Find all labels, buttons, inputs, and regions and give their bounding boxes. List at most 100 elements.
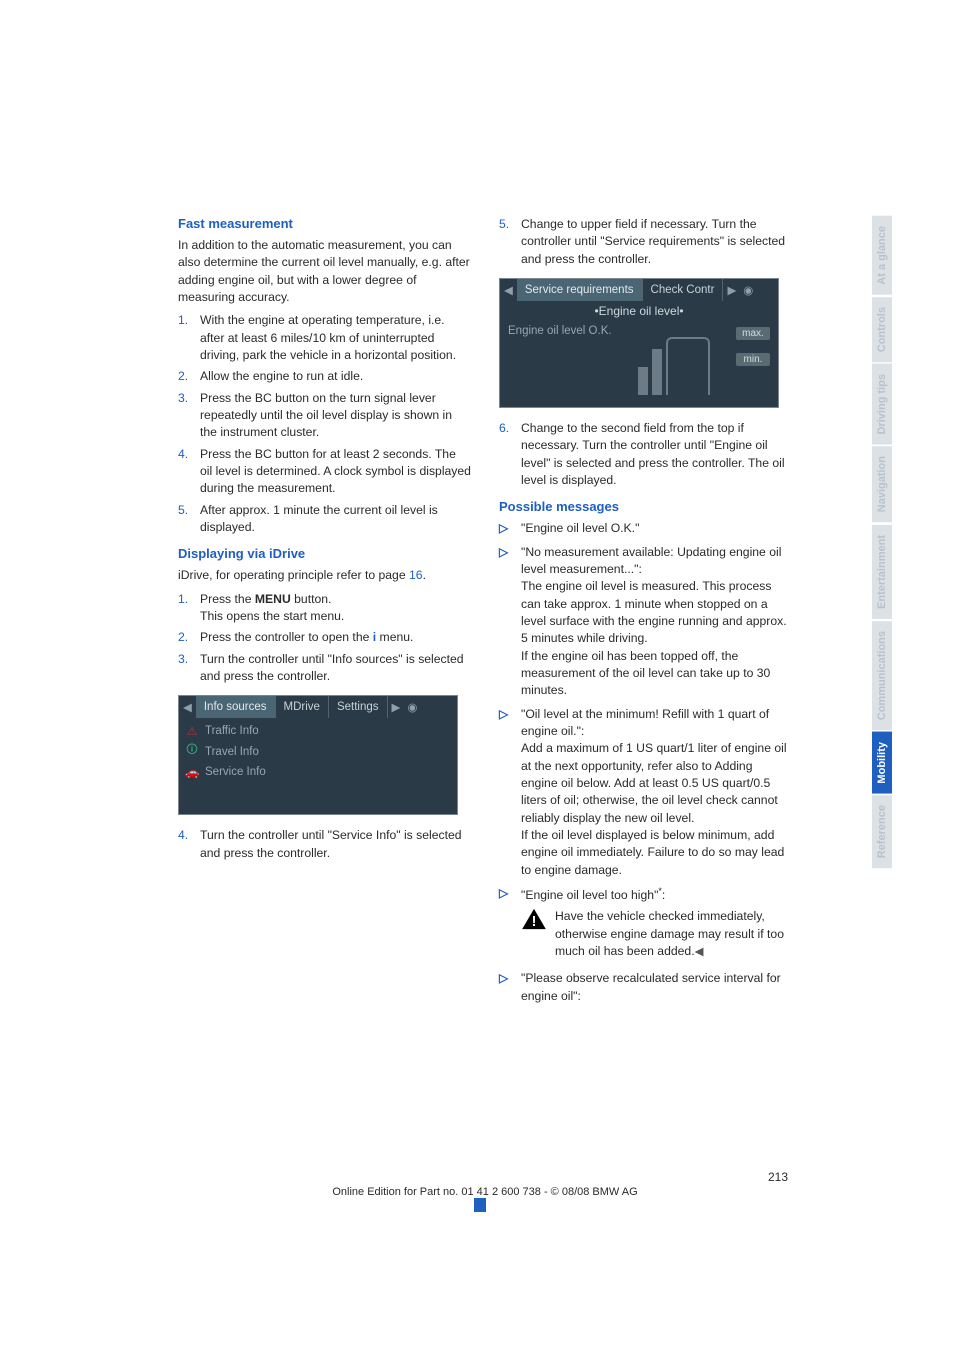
text: button. [291, 592, 332, 606]
list-number: 5. [178, 502, 200, 537]
list-number: 5. [499, 216, 521, 268]
status-text: Engine oil level O.K. [508, 325, 620, 395]
menu-button-label: MENU [255, 592, 291, 606]
list-number: 4. [178, 446, 200, 498]
page-footer: 213 Online Edition for Part no. 01 41 2 … [178, 1170, 792, 1198]
warning-box: ! Have the vehicle checked immediately, … [521, 908, 792, 960]
list-text: Press the controller to open the i menu. [200, 629, 413, 646]
list-text: Allow the engine to run at idle. [200, 368, 363, 385]
ordered-list-idrive-cont3: 6.Change to the second field from the to… [499, 420, 792, 489]
msg-text: "Please observe recalculated service int… [521, 970, 792, 1005]
row-service: 🚗Service Info [185, 763, 451, 781]
idrive-screenshot-oil-level: ◀ Service requirements Check Contr ▶ ◉ •… [499, 278, 779, 408]
msg-text: "Engine oil level too high"*: ! Have the… [521, 885, 792, 964]
row-travel: 🛈 Travel Info [185, 740, 451, 763]
triangle-icon: ▷ [499, 544, 521, 700]
min-label: min. [736, 353, 770, 366]
msg-text: "Engine oil level O.K." [521, 520, 639, 537]
side-tab-communications[interactable]: Communications [872, 621, 892, 730]
heading-fast-measurement: Fast measurement [178, 216, 471, 231]
text: iDrive, for operating principle refer to… [178, 568, 409, 582]
row-label: Traffic Info [205, 725, 259, 737]
text: . [423, 568, 426, 582]
tab-info-sources: Info sources [196, 696, 276, 718]
tab-mdrive: MDrive [276, 696, 329, 718]
text: menu. [376, 630, 413, 644]
end-marker-icon: ◀ [695, 946, 704, 958]
list-text: Press the BC button for at least 2 secon… [200, 446, 471, 498]
warning-icon: ! [521, 908, 547, 930]
heading-idrive: Displaying via iDrive [178, 546, 471, 561]
page-number: 213 [178, 1170, 792, 1184]
tab-check-contr: Check Contr [643, 279, 724, 301]
text: "No measurement available: Updating engi… [521, 545, 781, 576]
screenshot-body: Engine oil level O.K. max. min. [500, 321, 778, 405]
text: If the engine oil has been topped off, t… [521, 649, 770, 698]
row-traffic: ⚠ Traffic Info [185, 722, 451, 740]
traffic-icon: ⚠ [185, 724, 199, 738]
page-link[interactable]: 16 [409, 568, 423, 582]
paragraph: iDrive, for operating principle refer to… [178, 567, 471, 584]
side-tab-at-a-glance[interactable]: At a glance [872, 216, 892, 295]
chevron-right-icon: ▶ [723, 283, 740, 297]
heading-possible-messages: Possible messages [499, 499, 792, 514]
side-tab-mobility[interactable]: Mobility [872, 732, 892, 794]
text: Press the [200, 592, 255, 606]
msg-text: "Oil level at the minimum! Refill with 1… [521, 706, 792, 879]
list-number: 2. [178, 629, 200, 646]
list-text: Change to the second field from the top … [521, 420, 792, 489]
warning-text: Have the vehicle checked immediately, ot… [555, 908, 792, 960]
side-tab-navigation[interactable]: Navigation [872, 446, 892, 522]
side-tab-entertainment[interactable]: Entertainment [872, 525, 892, 619]
svg-text:!: ! [532, 914, 537, 930]
screenshot-body: ⚠ Traffic Info 🛈 Travel Info 🚗Service Info [179, 718, 457, 787]
triangle-icon: ▷ [499, 706, 521, 879]
ordered-list-idrive-cont2: 5.Change to upper field if necessary. Tu… [499, 216, 792, 268]
list-number: 1. [178, 591, 200, 626]
max-label: max. [736, 327, 770, 340]
text: "Oil level at the minimum! Refill with 1… [521, 707, 769, 738]
oil-gauge: max. min. [630, 325, 770, 395]
side-tab-reference[interactable]: Reference [872, 795, 892, 868]
list-text: With the engine at operating temperature… [200, 312, 471, 364]
text: The engine oil level is measured. This p… [521, 579, 787, 645]
column-left: Fast measurement In addition to the auto… [178, 216, 471, 1011]
footer-marker [474, 1198, 486, 1212]
list-number: 4. [178, 827, 200, 862]
triangle-icon: ▷ [499, 520, 521, 537]
text: If the oil level displayed is below mini… [521, 828, 784, 877]
text: : [662, 888, 665, 902]
target-icon: ◉ [404, 700, 420, 714]
ordered-list-idrive: 1. Press the MENU button. This opens the… [178, 591, 471, 686]
list-number: 2. [178, 368, 200, 385]
list-number: 3. [178, 651, 200, 686]
list-text: Turn the controller until "Service Info"… [200, 827, 471, 862]
chevron-right-icon: ▶ [388, 700, 405, 714]
idrive-screenshot-info-sources: ◀ Info sources MDrive Settings ▶ ◉ ⚠ Traf… [178, 695, 458, 815]
chevron-left-icon: ◀ [500, 283, 517, 297]
list-number: 3. [178, 390, 200, 442]
page: Fast measurement In addition to the auto… [0, 0, 954, 1350]
text: "Engine oil level too high" [521, 888, 658, 902]
service-icon: 🚗 [185, 765, 199, 779]
travel-icon: 🛈 [185, 742, 199, 761]
list-text: Change to upper field if necessary. Turn… [521, 216, 792, 268]
text: Add a maximum of 1 US quart/1 liter of e… [521, 741, 787, 824]
side-tabs: At a glanceControlsDriving tipsNavigatio… [872, 216, 896, 871]
side-tab-controls[interactable]: Controls [872, 297, 892, 362]
ordered-list-idrive-cont: 4.Turn the controller until "Service Inf… [178, 827, 471, 862]
screenshot-tabs: ◀ Info sources MDrive Settings ▶ ◉ [179, 696, 457, 718]
footer-line: Online Edition for Part no. 01 41 2 600 … [178, 1186, 792, 1198]
list-text: Press the BC button on the turn signal l… [200, 390, 471, 442]
paragraph: In addition to the automatic measurement… [178, 237, 471, 306]
tab-settings: Settings [329, 696, 388, 718]
text: This opens the start menu. [200, 609, 344, 623]
tab-service-req: Service requirements [517, 279, 643, 301]
subtitle-text: Engine oil level [599, 304, 680, 318]
column-right: 5.Change to upper field if necessary. Tu… [499, 216, 792, 1011]
list-number: 1. [178, 312, 200, 364]
side-tab-driving-tips[interactable]: Driving tips [872, 364, 892, 445]
target-icon: ◉ [740, 283, 756, 297]
triangle-icon: ▷ [499, 885, 521, 964]
row-label: Travel Info [205, 746, 259, 758]
